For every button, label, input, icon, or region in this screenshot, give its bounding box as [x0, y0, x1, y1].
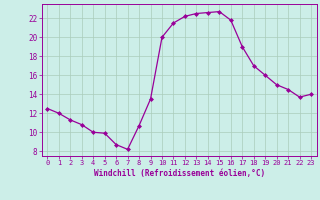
X-axis label: Windchill (Refroidissement éolien,°C): Windchill (Refroidissement éolien,°C) [94, 169, 265, 178]
